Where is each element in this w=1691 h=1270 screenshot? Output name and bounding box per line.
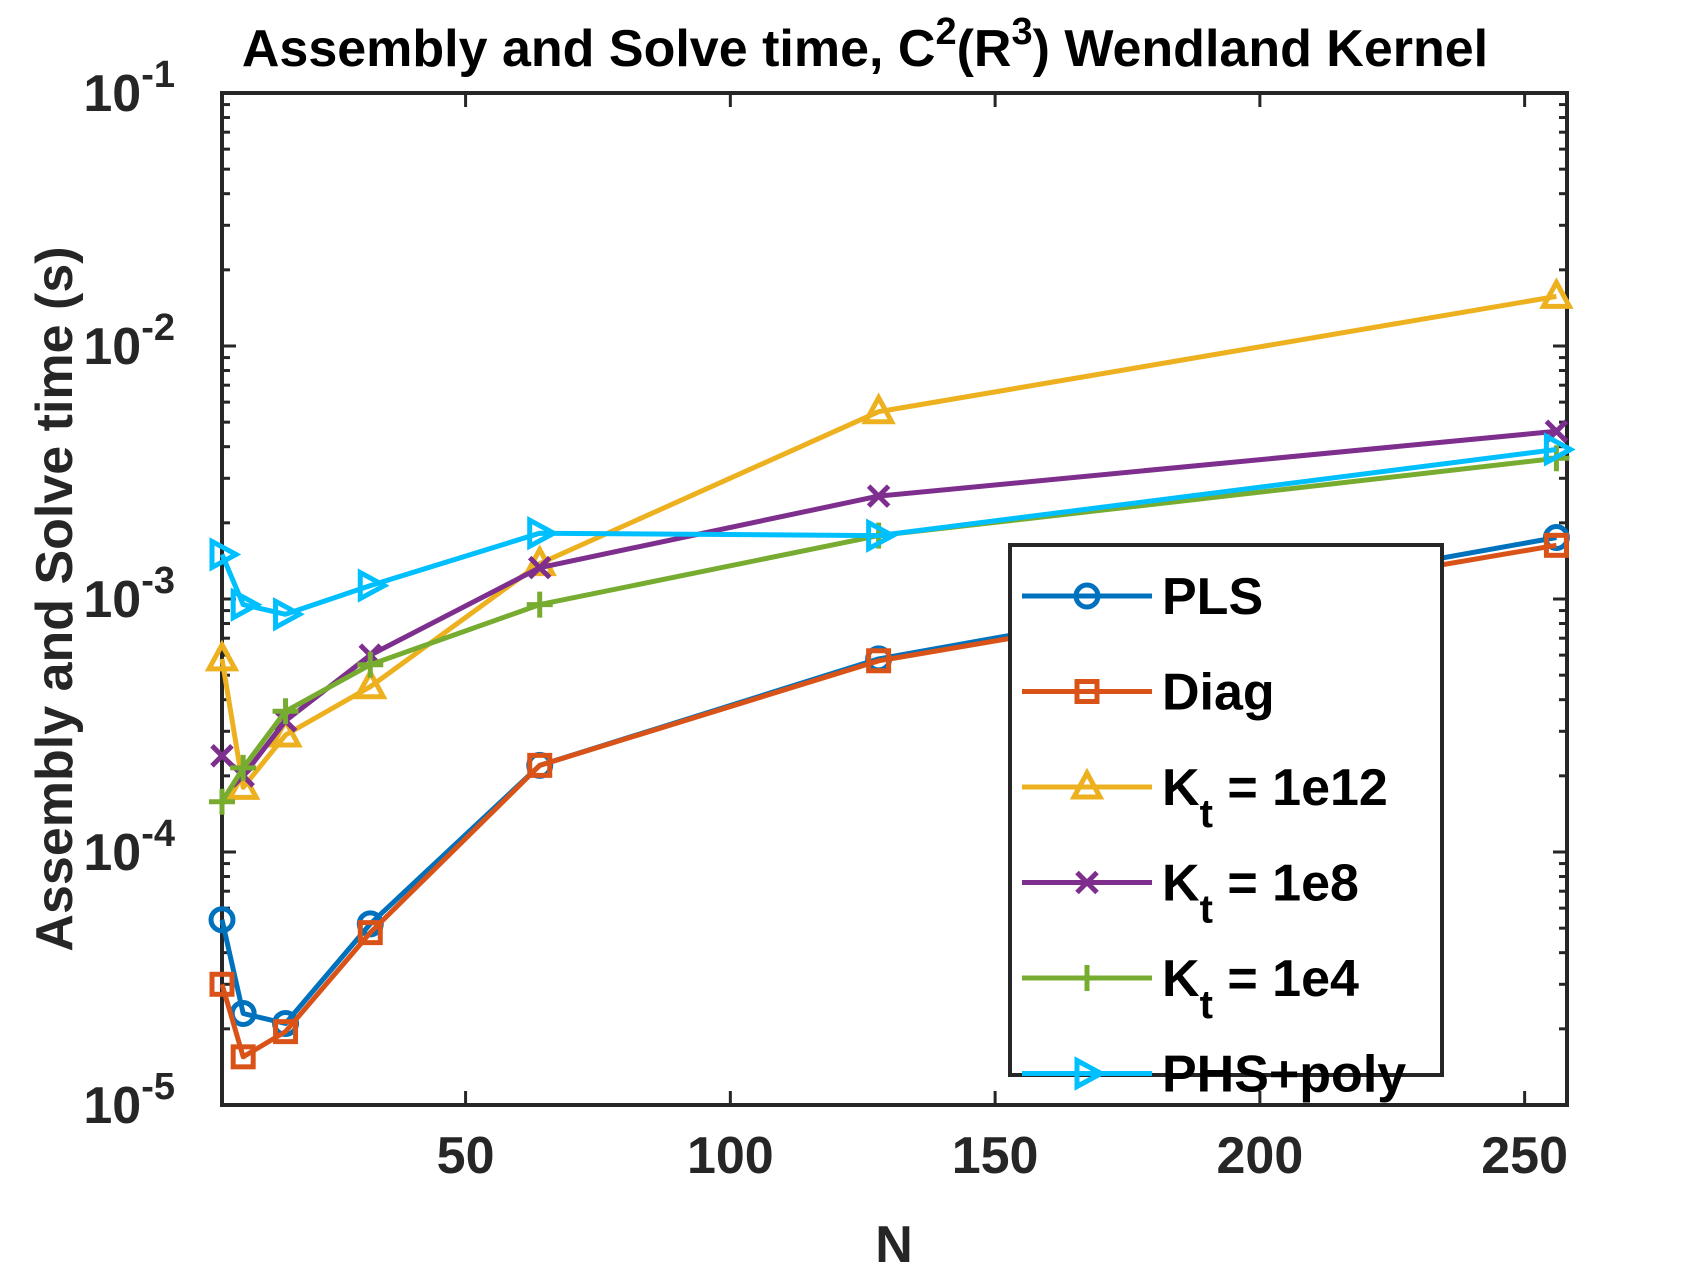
series-layer	[204, 277, 1576, 1070]
legend-label: Kt = 1e12	[1162, 759, 1388, 836]
y-tick-label: 10-2	[83, 307, 175, 376]
chart-title: Assembly and Solve time, C2(R3) Wendland…	[242, 11, 1488, 78]
y-axis-title: Assembly and Solve time (s)	[26, 246, 84, 951]
data-point	[866, 648, 892, 674]
series-line	[219, 293, 1557, 790]
data-point	[1543, 532, 1569, 558]
series-5	[209, 432, 1576, 632]
y-tick-label: 10-3	[83, 560, 175, 629]
series-line	[219, 542, 1557, 1060]
y-tick-label: 10-1	[83, 54, 175, 123]
data-point	[353, 667, 388, 700]
data-point	[209, 788, 235, 815]
legend-marker	[1074, 965, 1100, 991]
x-tick-label: 50	[437, 1127, 495, 1185]
data-point	[204, 639, 240, 672]
data-point	[861, 392, 896, 425]
x-axis-title: N	[875, 1216, 913, 1270]
legend: PLS Diag Kt = 1e12 Kt = 1e8 Kt = 1e4 PHS+poly	[1008, 543, 1444, 1104]
data-point	[273, 597, 305, 632]
data-point	[526, 591, 553, 618]
legend-item: Kt = 1e8	[1022, 855, 1359, 932]
data-point	[357, 920, 383, 946]
series-line	[219, 447, 1557, 617]
legend-marker	[1075, 870, 1099, 895]
legend-label: PLS	[1162, 568, 1263, 626]
legend-marker	[1074, 679, 1100, 704]
legend-label: Kt = 1e4	[1162, 950, 1359, 1027]
legend-label: PHS+poly	[1162, 1046, 1406, 1104]
x-tick-label: 200	[1216, 1127, 1303, 1185]
data-point	[866, 484, 891, 508]
x-tick-label: 150	[952, 1127, 1039, 1185]
data-point	[527, 555, 552, 580]
series-1	[209, 532, 1569, 1070]
legend-marker	[1069, 767, 1105, 800]
data-point	[272, 698, 299, 725]
legend-item: PLS	[1022, 568, 1263, 626]
x-tick-label: 250	[1481, 1127, 1568, 1185]
data-point	[866, 518, 898, 553]
legend-label: Diag	[1162, 664, 1275, 722]
legend-box	[1008, 543, 1444, 1077]
data-point	[209, 537, 242, 572]
y-tick-label: 10-4	[83, 813, 175, 882]
data-point	[273, 1019, 299, 1045]
legend-item: PHS+poly	[1022, 1046, 1406, 1104]
x-tick-label: 100	[687, 1127, 774, 1185]
y-tick-label: 10-5	[83, 1066, 175, 1135]
data-point	[527, 516, 559, 551]
data-point	[210, 744, 234, 768]
legend-item: Diag	[1022, 664, 1275, 722]
legend-marker	[1073, 582, 1101, 610]
data-point	[1539, 277, 1574, 309]
axis-ticks: 50 100 150 200 250 10-1 10-2 10-3 10-4 10-5	[83, 54, 1568, 1185]
data-point	[1543, 432, 1576, 467]
data-point	[357, 568, 390, 603]
data-point	[230, 1044, 256, 1070]
data-point	[230, 754, 257, 781]
data-point	[209, 971, 235, 997]
data-point	[527, 752, 553, 778]
legend-item: Kt = 1e4	[1022, 950, 1359, 1027]
legend-item: Kt = 1e12	[1022, 759, 1388, 836]
data-point	[208, 906, 236, 934]
data-point	[357, 651, 384, 678]
legend-label: Kt = 1e8	[1162, 855, 1359, 932]
data-point	[230, 587, 263, 622]
legend-marker	[1074, 1056, 1107, 1091]
